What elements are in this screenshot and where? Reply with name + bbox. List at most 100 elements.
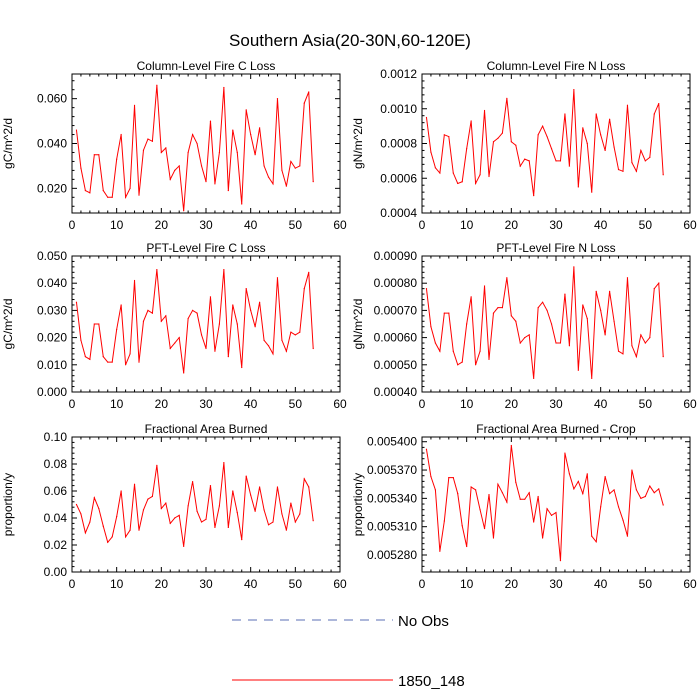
x-tick-label: 30	[549, 218, 563, 232]
data-point	[595, 113, 597, 115]
x-tick-label: 50	[289, 397, 303, 411]
data-point	[174, 517, 176, 519]
series-line-1	[76, 462, 314, 547]
x-tick-label: 50	[639, 397, 653, 411]
panel-title: Column-Level Fire N Loss	[487, 59, 626, 73]
y-tick-label: 0.0012	[380, 67, 417, 81]
data-point	[147, 309, 149, 311]
data-point	[192, 133, 194, 136]
plot-frame	[71, 255, 341, 393]
plot-frame	[71, 73, 341, 214]
data-point	[644, 160, 646, 162]
data-point	[254, 154, 256, 156]
data-point	[107, 196, 109, 198]
data-point	[546, 135, 548, 138]
x-tick-label: 20	[155, 397, 169, 411]
data-point	[622, 170, 624, 172]
x-tick-label: 50	[289, 218, 303, 232]
data-point	[156, 84, 158, 86]
data-point	[196, 142, 198, 145]
chart-panel-6: Fractional Area Burned - Crop proportion/…	[351, 422, 697, 591]
data-point	[635, 356, 638, 358]
x-tick-label: 10	[460, 218, 474, 232]
data-point	[312, 181, 314, 183]
data-point	[214, 350, 216, 352]
data-point	[133, 104, 136, 106]
data-point	[457, 182, 459, 185]
chart-panel-4: PFT-Level Fire N Loss gN/m^2/d 0 10 20 30 40 50…	[351, 241, 697, 411]
data-point	[125, 196, 127, 198]
y-tick-label: 0.10	[44, 430, 68, 444]
figure-title: Southern Asia(20-30N,60-120E)	[229, 31, 471, 50]
data-point	[160, 151, 162, 154]
data-point	[294, 521, 296, 523]
data-point	[582, 304, 584, 306]
data-point	[116, 328, 118, 331]
data-point	[586, 142, 588, 145]
x-tick-label: 60	[333, 397, 347, 411]
data-point	[232, 490, 234, 492]
data-point	[125, 536, 127, 538]
data-point	[658, 102, 660, 105]
data-point	[84, 189, 86, 192]
y-tick-label: 0.040	[37, 137, 67, 151]
data-point	[537, 134, 539, 136]
y-tick-label: 0.005310	[367, 520, 417, 534]
data-point	[662, 504, 664, 506]
y-axis-label: gC/m^2/d	[1, 118, 15, 169]
data-point	[658, 282, 660, 284]
data-point	[559, 560, 562, 562]
data-point	[515, 320, 517, 322]
data-point	[568, 473, 571, 475]
data-point	[178, 514, 180, 516]
x-tick-label: 50	[639, 218, 653, 232]
data-point	[160, 507, 162, 510]
data-point	[183, 210, 185, 212]
data-point	[299, 165, 301, 167]
data-point	[439, 172, 441, 174]
data-point	[582, 127, 584, 129]
data-point	[250, 309, 252, 311]
data-point	[550, 148, 553, 150]
data-point	[640, 334, 642, 336]
data-point	[439, 550, 441, 552]
data-point	[272, 183, 274, 185]
data-point	[604, 334, 606, 336]
data-point	[533, 377, 535, 379]
data-point	[555, 160, 557, 162]
x-tick-label: 20	[155, 218, 169, 232]
legend-label-1850-148: 1850_148	[398, 673, 465, 690]
data-point	[501, 307, 503, 309]
panel-title: Fractional Area Burned - Crop	[476, 422, 636, 436]
data-point	[649, 337, 651, 339]
data-point	[102, 525, 104, 527]
y-tick-label: 0.005400	[367, 435, 417, 449]
data-point	[276, 98, 279, 100]
data-point	[573, 266, 575, 268]
data-point	[138, 194, 140, 196]
y-tick-label: 0.00040	[374, 385, 418, 399]
data-point	[245, 109, 247, 111]
y-tick-label: 0.000	[37, 385, 67, 399]
x-tick-label: 60	[333, 577, 347, 591]
data-point	[89, 521, 91, 523]
x-tick-label: 30	[199, 218, 213, 232]
data-point	[600, 134, 602, 136]
data-point	[147, 498, 149, 500]
data-point	[187, 317, 189, 320]
data-point	[281, 513, 283, 515]
data-point	[107, 541, 109, 543]
x-tick-label: 40	[244, 218, 258, 232]
data-point	[613, 489, 615, 491]
data-point	[631, 469, 633, 471]
data-point	[461, 181, 463, 183]
data-point	[573, 89, 575, 91]
x-tick-label: 10	[110, 218, 124, 232]
data-point	[196, 312, 198, 314]
data-point	[640, 497, 642, 499]
x-tick-label: 20	[505, 577, 519, 591]
data-point	[111, 196, 113, 198]
data-point	[120, 133, 122, 136]
data-point	[236, 511, 238, 514]
x-tick-label: 0	[419, 218, 426, 232]
